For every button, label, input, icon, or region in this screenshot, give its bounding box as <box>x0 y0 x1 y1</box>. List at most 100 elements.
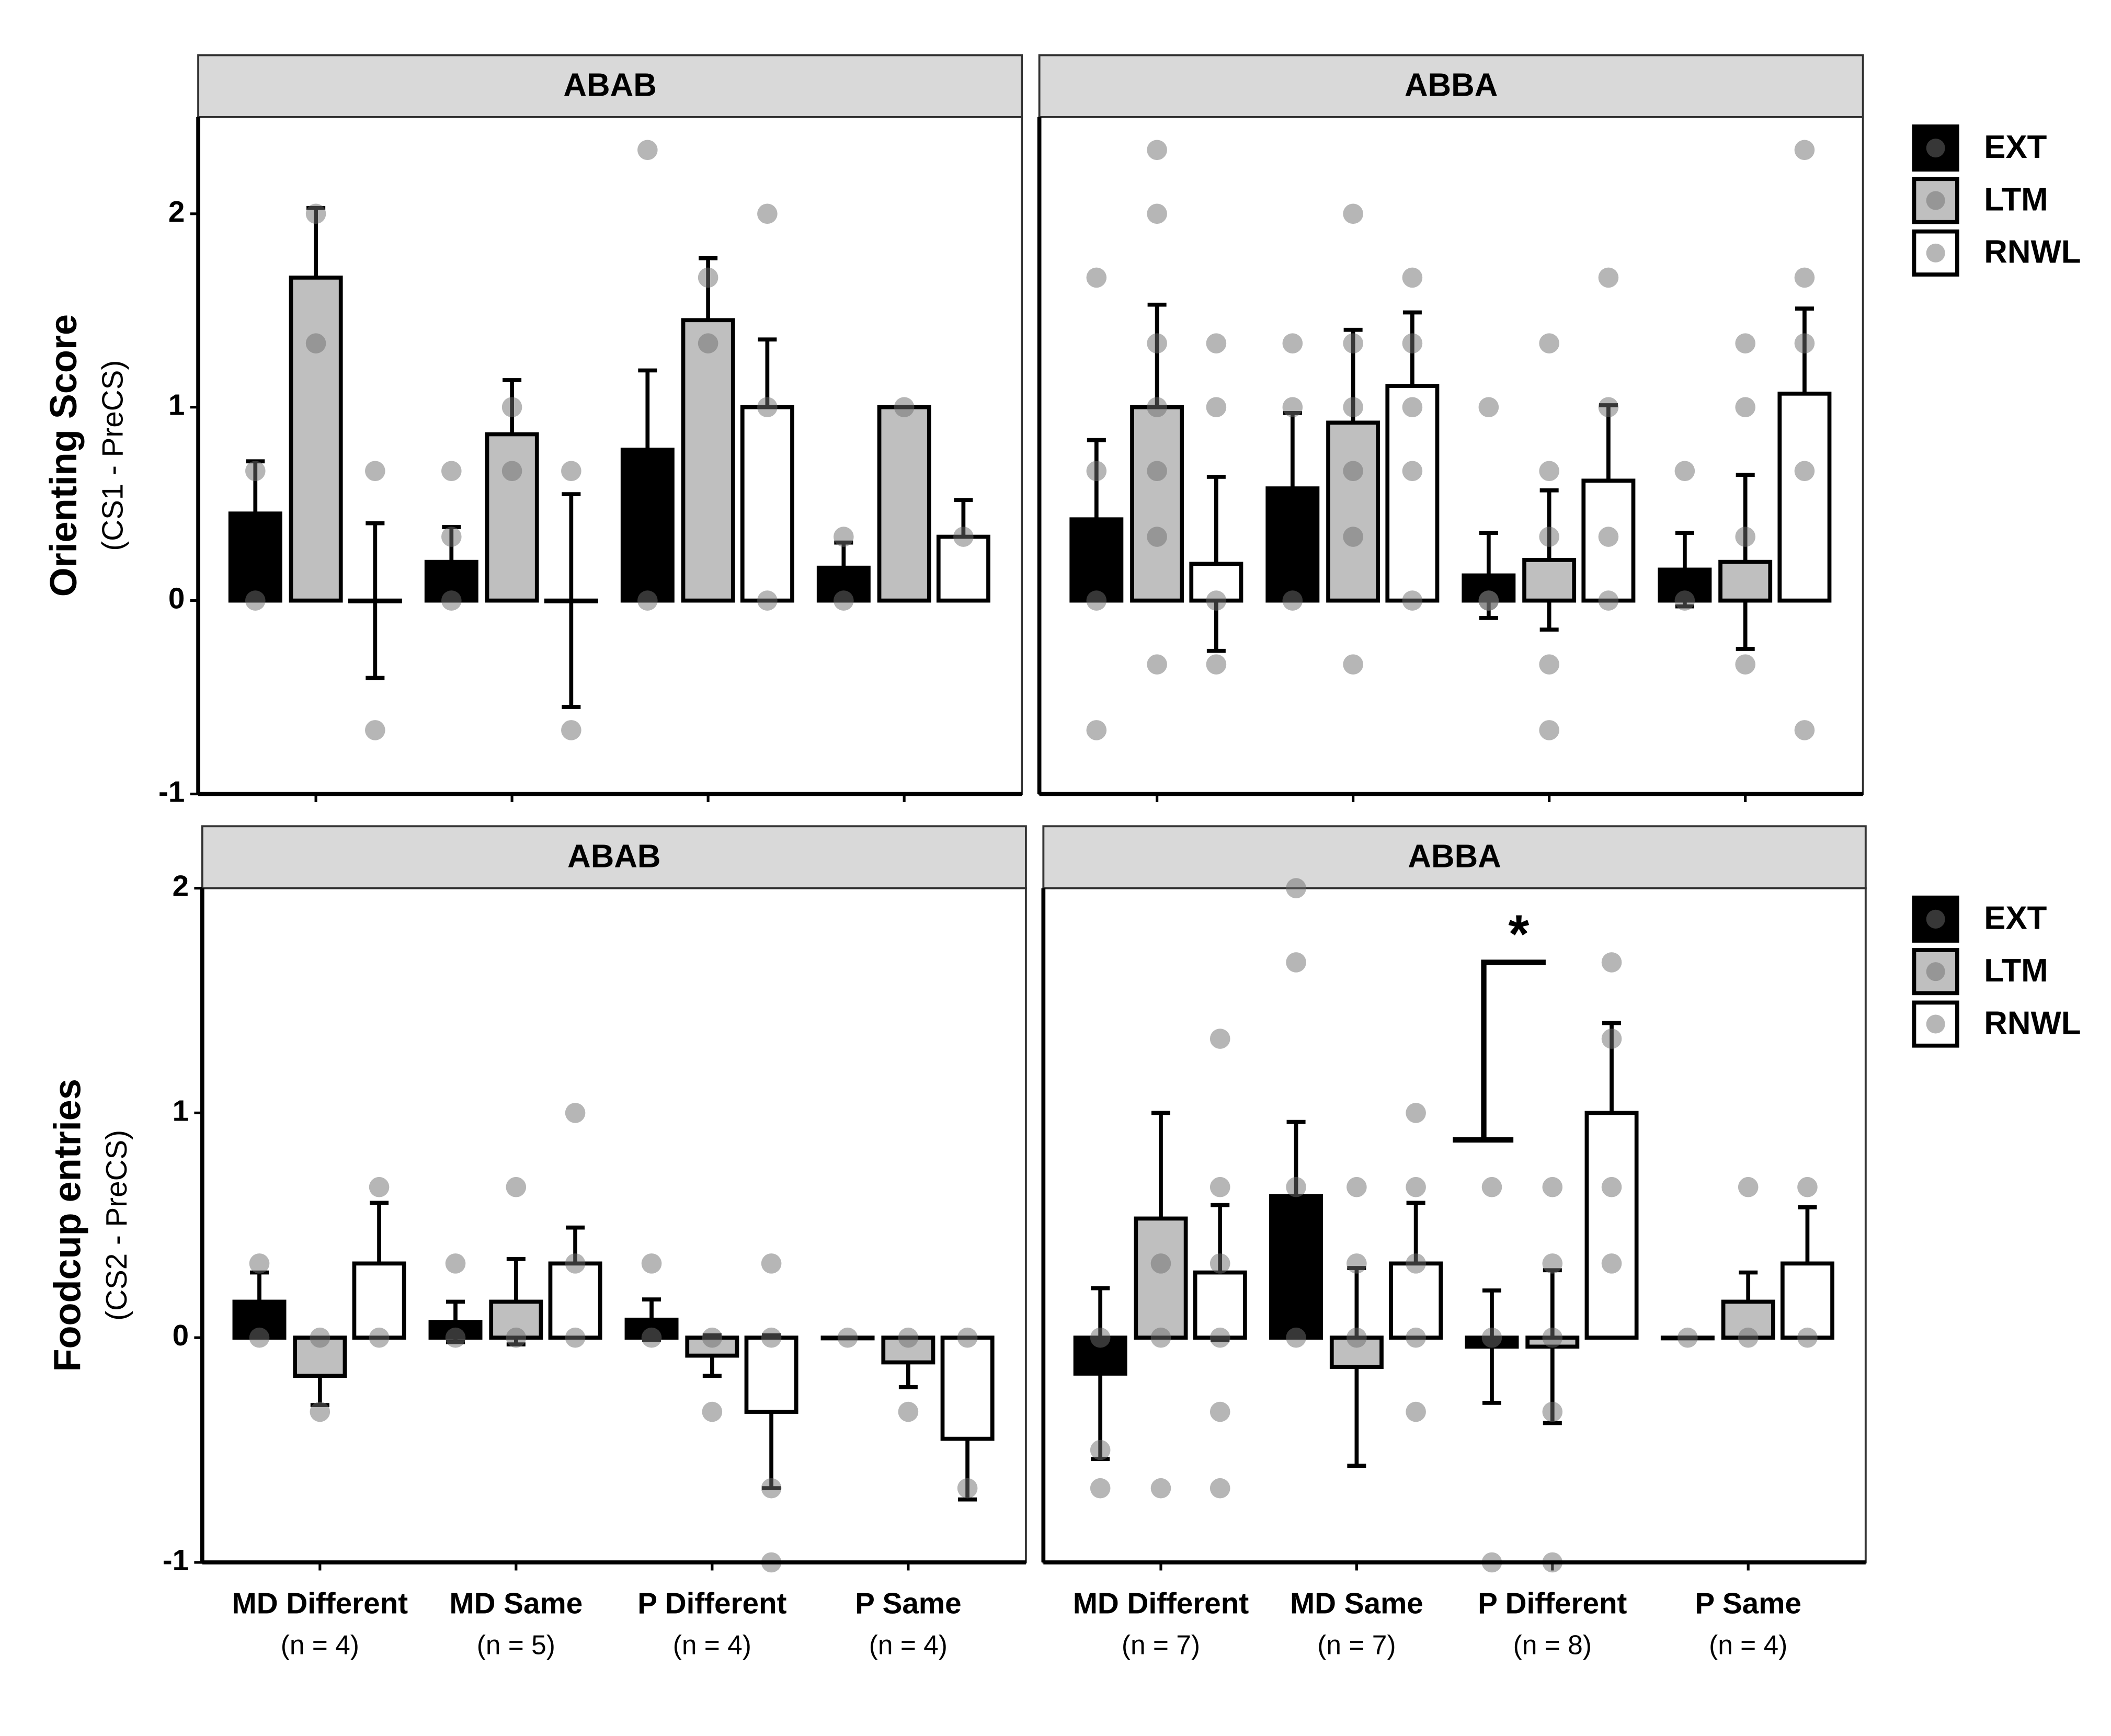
data-point <box>245 590 266 611</box>
data-point <box>1209 1327 1230 1348</box>
bar <box>1385 384 1440 603</box>
data-point <box>702 1401 723 1422</box>
bar <box>1265 486 1320 603</box>
bar <box>228 511 282 603</box>
category-note: (n = 7) <box>1317 1630 1396 1660</box>
data-point <box>1209 1253 1230 1274</box>
data-point <box>1147 527 1167 547</box>
y-tick-label: 1 <box>168 389 185 421</box>
data-point <box>698 267 718 288</box>
data-point <box>1797 1177 1818 1197</box>
data-point <box>1539 461 1559 482</box>
x-tick-label: MD Different <box>1073 1586 1249 1619</box>
data-point <box>641 1327 662 1348</box>
bar <box>1780 1261 1834 1340</box>
bar <box>1134 1216 1188 1340</box>
legend-label: RNWL <box>1984 1005 2081 1041</box>
panel-strip <box>197 54 1023 118</box>
data-point <box>1150 1327 1171 1348</box>
panel-title: ABBA <box>1408 838 1501 874</box>
data-point <box>369 1327 390 1348</box>
data-point <box>1209 1029 1230 1049</box>
legend-dot <box>1926 909 1945 929</box>
data-point <box>641 1253 662 1274</box>
data-point <box>1539 333 1559 353</box>
data-point <box>1282 397 1303 418</box>
bar <box>1522 558 1577 603</box>
data-point <box>506 1327 527 1348</box>
data-point <box>1086 590 1107 611</box>
category-note: (n = 8) <box>1513 1630 1592 1660</box>
data-point <box>1735 333 1755 353</box>
data-point <box>1601 1177 1622 1197</box>
data-point <box>1406 1253 1426 1274</box>
panel-title: ABAB <box>563 67 656 104</box>
data-point <box>1406 1401 1426 1422</box>
bar <box>232 1299 287 1340</box>
data-point <box>637 590 658 611</box>
data-point <box>1481 1177 1502 1197</box>
data-point <box>1209 1177 1230 1197</box>
bar <box>1777 391 1832 603</box>
category-note: (n = 7) <box>1122 1630 1200 1660</box>
legend-label: LTM <box>1984 953 2048 989</box>
data-point <box>1343 527 1363 547</box>
panel-strip <box>1038 54 1864 118</box>
data-point <box>1086 720 1107 740</box>
data-point <box>1794 720 1815 740</box>
data-point <box>1601 1029 1622 1049</box>
panel-strip <box>201 825 1027 889</box>
significance-bracket <box>1453 960 1546 1143</box>
data-point <box>1347 1327 1367 1348</box>
data-point <box>1738 1177 1759 1197</box>
legend-label: EXT <box>1984 129 2047 165</box>
data-point <box>305 333 326 353</box>
data-point <box>894 397 915 418</box>
data-point <box>1598 527 1619 547</box>
data-point <box>501 461 522 482</box>
data-point <box>1147 654 1167 675</box>
data-point <box>1206 333 1227 353</box>
x-tick-label: P Same <box>855 1586 962 1619</box>
data-point <box>1343 333 1363 353</box>
data-point <box>698 333 718 353</box>
data-point <box>365 720 385 740</box>
data-point <box>834 527 854 547</box>
data-point <box>1090 1478 1111 1499</box>
data-point <box>305 203 326 224</box>
bar <box>352 1261 406 1340</box>
data-point <box>565 1103 586 1123</box>
data-point <box>702 1327 723 1348</box>
data-point <box>761 1327 782 1348</box>
data-point <box>441 527 462 547</box>
data-point <box>1406 1327 1426 1348</box>
bar <box>1389 1261 1443 1340</box>
bar <box>485 432 539 603</box>
legend-dot <box>1926 191 1945 210</box>
legend-dot <box>1926 139 1945 158</box>
y-tick-label: 1 <box>173 1094 189 1127</box>
data-point <box>1539 654 1559 675</box>
data-point <box>757 203 778 224</box>
data-point <box>565 1253 586 1274</box>
data-point <box>1794 267 1815 288</box>
data-point <box>1343 654 1363 675</box>
data-point <box>1090 1440 1111 1460</box>
bar <box>744 1335 798 1414</box>
data-point <box>1478 397 1499 418</box>
x-tick-label: P Different <box>1478 1586 1627 1619</box>
category-note: (n = 4) <box>1709 1630 1787 1660</box>
data-point <box>1601 1253 1622 1274</box>
y-axis-sublabel: (CS2 - PreCS) <box>100 1130 133 1321</box>
panel-strip <box>1042 825 1867 889</box>
data-point <box>310 1327 330 1348</box>
data-point <box>1542 1401 1563 1422</box>
y-tick-label: 2 <box>168 195 185 228</box>
data-point <box>1539 720 1559 740</box>
data-point <box>565 1327 586 1348</box>
data-point <box>245 461 266 482</box>
legend-dot <box>1926 962 1945 981</box>
data-point <box>1598 267 1619 288</box>
data-point <box>1402 267 1423 288</box>
